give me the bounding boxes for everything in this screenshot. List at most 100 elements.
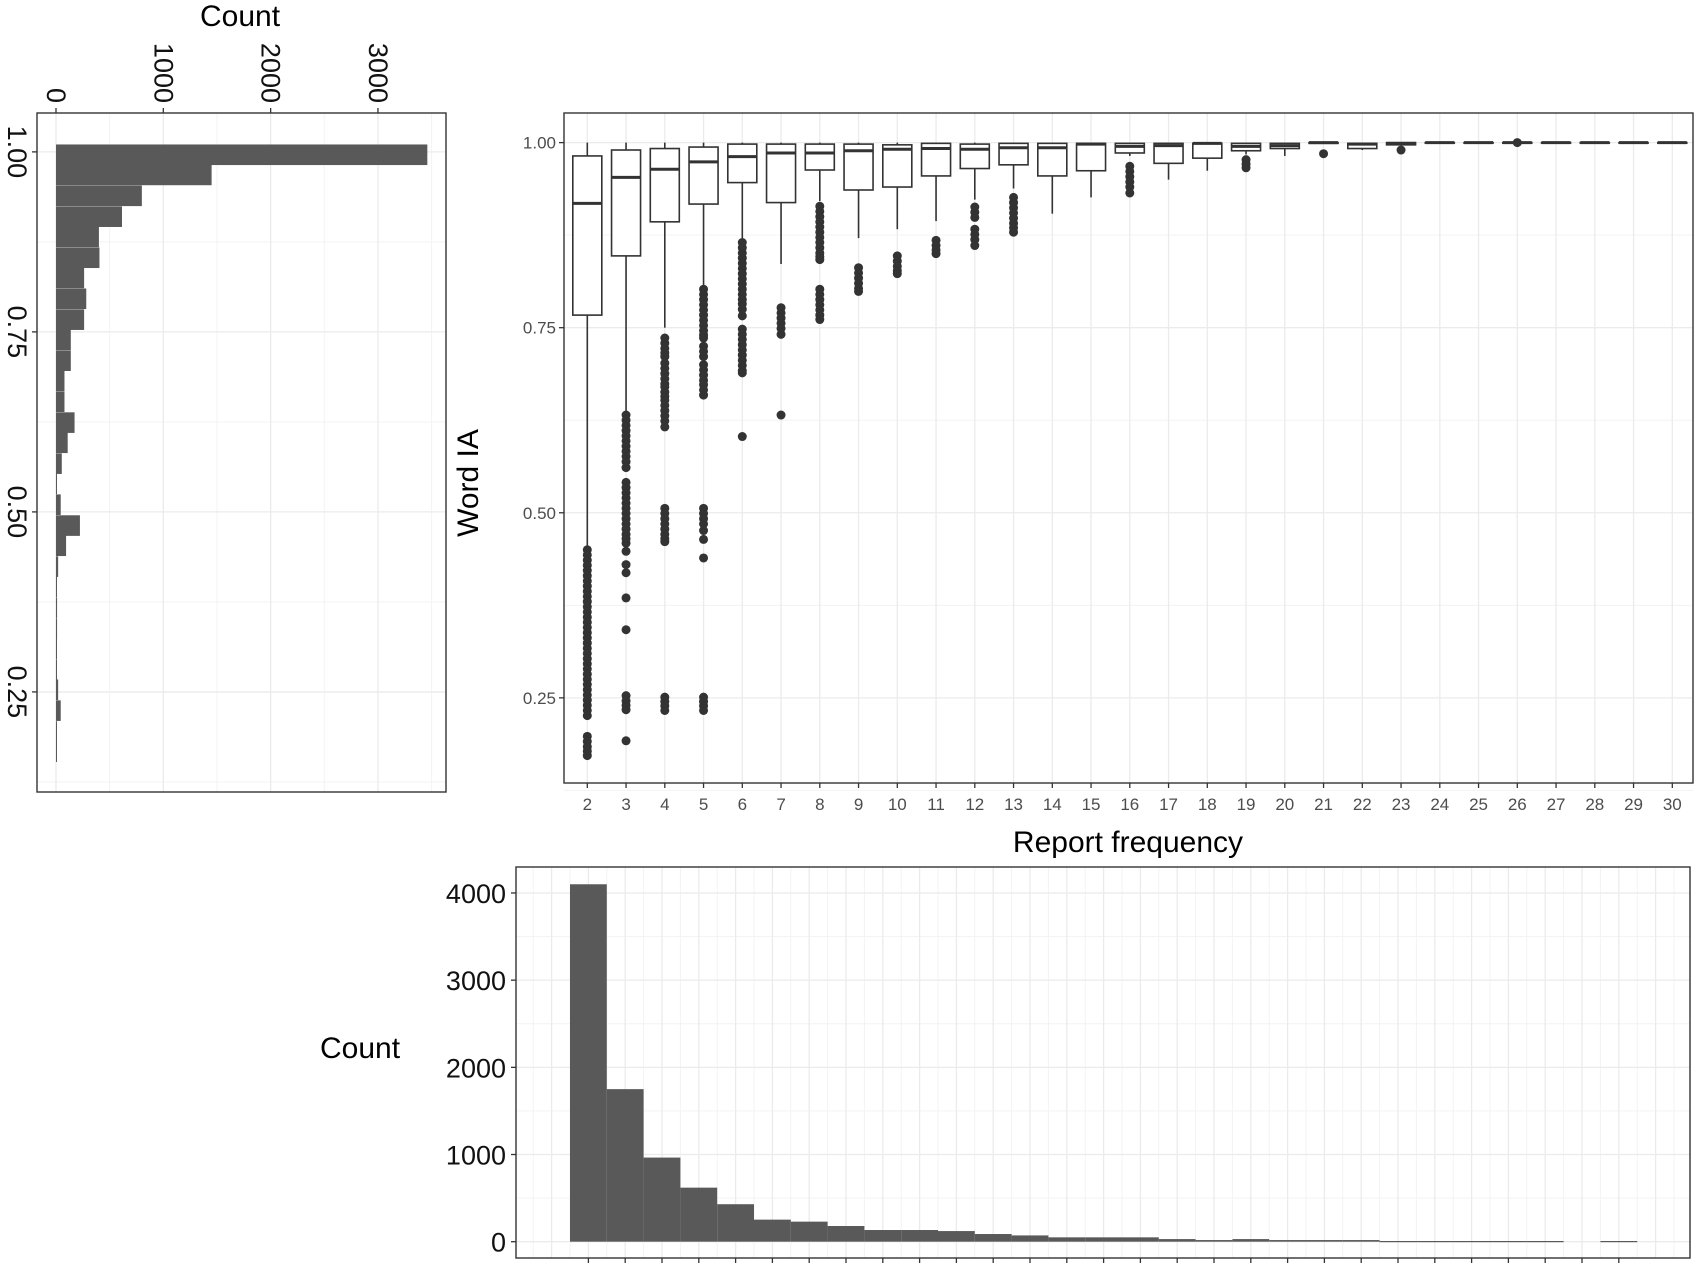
histogram-bar bbox=[55, 494, 61, 515]
histogram-bar bbox=[717, 1204, 754, 1242]
box-14 bbox=[1037, 142, 1068, 214]
outlier-point bbox=[815, 315, 825, 325]
x-tick-label: 3 bbox=[621, 795, 630, 814]
y-tick-label: 1.00 bbox=[2, 126, 32, 179]
x-tick-label: 1000 bbox=[148, 43, 178, 103]
outlier-point bbox=[621, 463, 631, 473]
outlier-point bbox=[699, 352, 709, 362]
histogram-bar bbox=[754, 1219, 791, 1242]
outlier-point bbox=[776, 329, 786, 339]
box-iqr bbox=[804, 143, 836, 171]
histogram-bar bbox=[55, 453, 62, 474]
outlier-point bbox=[621, 736, 631, 746]
histogram-bar bbox=[55, 741, 57, 762]
histogram-bar bbox=[55, 412, 75, 433]
left-hist-x-axis-title: Count bbox=[200, 0, 281, 33]
box-6 bbox=[726, 142, 758, 442]
x-tick-label: 0 bbox=[41, 88, 71, 103]
histogram-bar bbox=[55, 350, 71, 371]
box-12 bbox=[959, 142, 991, 251]
box-19 bbox=[1230, 142, 1262, 173]
bottom-hist-y-axis-title: Count bbox=[320, 1032, 401, 1065]
x-tick-label: 4 bbox=[660, 795, 669, 814]
histogram-bar bbox=[55, 535, 67, 557]
x-tick-label: 13 bbox=[1004, 795, 1023, 814]
box-28 bbox=[1579, 141, 1611, 145]
box-iqr bbox=[1153, 142, 1184, 165]
x-tick-label: 15 bbox=[1082, 795, 1101, 814]
outlier-point bbox=[699, 705, 709, 715]
histogram-bar bbox=[1490, 1241, 1527, 1243]
box-iqr bbox=[571, 155, 603, 316]
y-tick-label: 4000 bbox=[446, 879, 506, 909]
x-tick-label: 7 bbox=[776, 795, 785, 814]
histogram-bar bbox=[570, 884, 607, 1242]
box-23 bbox=[1385, 141, 1417, 155]
histogram-bar bbox=[1158, 1239, 1196, 1242]
histogram-bar bbox=[55, 700, 61, 721]
histogram-bar bbox=[55, 226, 99, 248]
outlier-point bbox=[776, 410, 786, 420]
boxplot-x-axis-title: Report frequency bbox=[1013, 826, 1243, 859]
outlier-point bbox=[621, 568, 631, 578]
histogram-bar bbox=[1232, 1239, 1270, 1242]
histogram-bar bbox=[55, 618, 58, 639]
y-tick-label: 0.25 bbox=[523, 689, 556, 708]
y-tick-label: 3000 bbox=[446, 966, 506, 996]
outlier-point bbox=[854, 286, 864, 296]
outlier-point bbox=[1241, 163, 1251, 173]
histogram-bar bbox=[55, 164, 212, 186]
box-26 bbox=[1502, 138, 1533, 148]
box-20 bbox=[1269, 142, 1301, 156]
outlier-point bbox=[699, 390, 709, 400]
histogram-bar bbox=[55, 391, 65, 413]
outlier-point bbox=[931, 249, 941, 259]
box-iqr bbox=[688, 146, 719, 205]
y-tick-label: 1000 bbox=[446, 1141, 506, 1171]
box-4 bbox=[649, 142, 681, 715]
histogram-bar bbox=[680, 1187, 718, 1242]
outlier-point bbox=[660, 537, 670, 547]
histogram-bar bbox=[55, 309, 85, 330]
x-tick-label: 28 bbox=[1585, 795, 1604, 814]
outlier-point bbox=[699, 553, 709, 563]
outlier-point bbox=[815, 255, 825, 265]
report-frequency-histogram: 0 1000 2000 3000 4000 bbox=[446, 866, 1691, 1263]
y-tick-label: 0.50 bbox=[2, 486, 32, 539]
x-tick-label: 17 bbox=[1159, 795, 1178, 814]
boxplot-y-axis-title: Word IA bbox=[452, 429, 485, 537]
x-tick-label: 22 bbox=[1353, 795, 1372, 814]
x-tick-label: 14 bbox=[1043, 795, 1062, 814]
outlier-point bbox=[621, 625, 631, 635]
x-tick-label: 29 bbox=[1624, 795, 1643, 814]
x-tick-label: 5 bbox=[699, 795, 708, 814]
histogram-bar bbox=[55, 597, 58, 618]
y-tick-label: 0.50 bbox=[523, 504, 556, 523]
histogram-bar bbox=[55, 288, 87, 310]
box-17 bbox=[1153, 142, 1184, 180]
outlier-point bbox=[1512, 138, 1522, 148]
histogram-bar bbox=[55, 370, 65, 392]
histogram-bar bbox=[1269, 1240, 1306, 1242]
outlier-point bbox=[892, 269, 902, 279]
box-29 bbox=[1618, 141, 1649, 145]
word-ia-boxplot: 0.250.500.751.002 3 4 5 6 7 8 9 10 11 12 13 14 15 16 17… bbox=[523, 112, 1694, 814]
box-25 bbox=[1463, 141, 1494, 145]
histogram-bar bbox=[55, 185, 142, 207]
y-tick-label: 2000 bbox=[446, 1053, 506, 1083]
box-iqr bbox=[959, 143, 991, 170]
histogram-bar bbox=[1122, 1237, 1159, 1242]
histogram-bar bbox=[1048, 1237, 1086, 1242]
outlier-point bbox=[621, 538, 631, 548]
panel-border bbox=[563, 112, 1694, 784]
x-tick-label: 23 bbox=[1392, 795, 1411, 814]
box-13 bbox=[998, 142, 1029, 237]
histogram-bar bbox=[55, 247, 100, 269]
box-2 bbox=[571, 142, 603, 761]
histogram-bar bbox=[643, 1157, 681, 1242]
box-iqr bbox=[726, 143, 758, 184]
x-tick-label: 18 bbox=[1198, 795, 1217, 814]
histogram-bar bbox=[55, 515, 80, 536]
word-ia-histogram: 0 1000 2000 3000 0.25 0.50 0.75 1.00 bbox=[2, 43, 447, 793]
